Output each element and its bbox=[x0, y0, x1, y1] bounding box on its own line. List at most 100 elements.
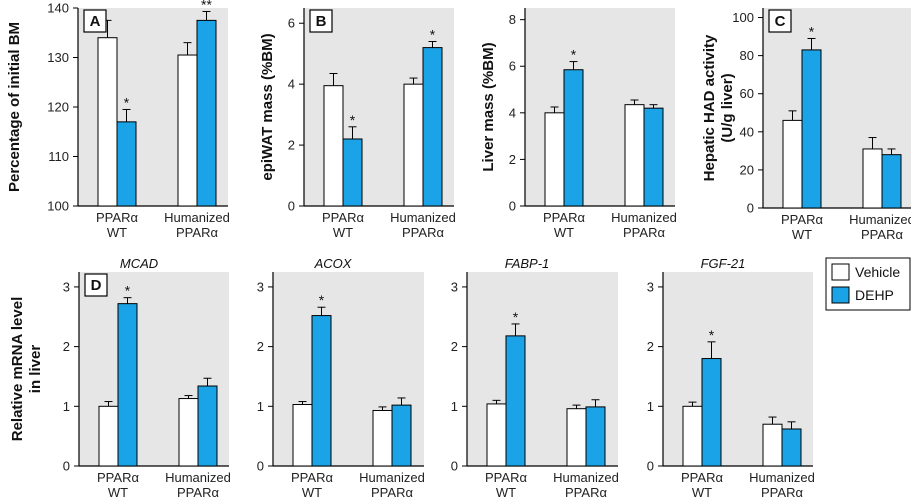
x-tick-label: Humanized bbox=[165, 470, 231, 485]
x-tick-label: PPARα bbox=[623, 225, 665, 240]
y-tick-label: 0 bbox=[509, 199, 516, 214]
y-tick-label: 3 bbox=[63, 279, 70, 294]
x-tick-label: PPARα bbox=[861, 227, 903, 242]
panel-label: D bbox=[91, 277, 102, 294]
bar-dehp bbox=[881, 154, 902, 209]
significance-marker: * bbox=[124, 94, 130, 110]
bar-vehicle bbox=[566, 408, 587, 467]
y-tick-label: 1 bbox=[451, 399, 458, 414]
y-tick-label: 20 bbox=[740, 162, 754, 177]
x-tick-label: WT bbox=[107, 225, 127, 240]
panel-label-box bbox=[309, 9, 333, 33]
panel-label: B bbox=[316, 13, 327, 30]
legend-swatch-vehicle bbox=[831, 263, 850, 281]
y-axis-label: Liver mass (%BM) bbox=[480, 42, 497, 171]
x-tick-label: PPARα bbox=[402, 225, 444, 240]
significance-marker: * bbox=[125, 283, 131, 299]
x-tick-label: PPARα bbox=[485, 470, 527, 485]
y-tick-label: 2 bbox=[257, 339, 264, 354]
significance-marker: * bbox=[571, 47, 577, 63]
bar-vehicle bbox=[782, 119, 803, 209]
significance-marker: * bbox=[709, 327, 715, 343]
x-tick-label: PPARα bbox=[96, 210, 138, 225]
panel-label: C bbox=[775, 13, 786, 30]
y-tick-label: 4 bbox=[509, 105, 516, 120]
y-tick-label: 4 bbox=[288, 77, 295, 92]
bar-vehicle bbox=[624, 104, 645, 207]
y-tick-label: 0 bbox=[747, 201, 754, 216]
bar-vehicle bbox=[372, 409, 393, 467]
y-tick-label: 1 bbox=[63, 399, 70, 414]
y-tick-label: 120 bbox=[47, 100, 69, 115]
bar-dehp bbox=[781, 428, 802, 467]
chart-had: 020406080100PPARαWTHumanizedPPARα*CHepat… bbox=[701, 8, 911, 242]
bar-dehp bbox=[563, 69, 584, 207]
y-axis-label: (U/g liver) bbox=[719, 73, 736, 142]
significance-marker: ** bbox=[201, 0, 212, 12]
bar-vehicle bbox=[323, 85, 344, 207]
y-axis-label: Relative mRNA level bbox=[9, 297, 26, 442]
panel-label-box bbox=[83, 9, 107, 33]
bar-dehp bbox=[311, 315, 332, 467]
significance-marker: * bbox=[513, 309, 519, 325]
x-tick-label: Humanized bbox=[390, 210, 456, 225]
bar-vehicle bbox=[403, 83, 424, 207]
x-tick-label: Humanized bbox=[611, 210, 677, 225]
x-tick-label: PPARα bbox=[543, 210, 585, 225]
x-tick-label: PPARα bbox=[322, 210, 364, 225]
y-tick-label: 0 bbox=[257, 459, 264, 474]
x-tick-label: Humanized bbox=[849, 212, 911, 227]
y-tick-label: 2 bbox=[451, 339, 458, 354]
y-tick-label: 100 bbox=[47, 199, 69, 214]
y-tick-label: 8 bbox=[509, 12, 516, 27]
x-tick-label: PPARα bbox=[761, 485, 803, 500]
y-tick-label: 0 bbox=[647, 459, 654, 474]
legend-label-vehicle: Vehicle bbox=[855, 264, 900, 280]
x-tick-label: WT bbox=[302, 485, 322, 500]
y-tick-label: 1 bbox=[257, 399, 264, 414]
bar-vehicle bbox=[292, 404, 313, 467]
x-tick-label: Humanized bbox=[553, 470, 619, 485]
legend-swatch-dehp bbox=[831, 286, 850, 304]
y-axis-label: Hepatic HAD activity bbox=[701, 34, 718, 181]
x-tick-label: WT bbox=[108, 485, 128, 500]
bar-vehicle bbox=[544, 112, 565, 207]
bar-dehp bbox=[117, 303, 138, 467]
bar-vehicle bbox=[762, 423, 783, 467]
significance-marker: * bbox=[319, 292, 325, 308]
chart-title: MCAD bbox=[120, 256, 158, 271]
chart-title: FGF-21 bbox=[701, 256, 746, 271]
chart-title: FABP-1 bbox=[505, 256, 550, 271]
y-tick-label: 2 bbox=[509, 152, 516, 167]
bar-dehp bbox=[585, 406, 606, 467]
y-tick-label: 2 bbox=[647, 339, 654, 354]
x-tick-label: WT bbox=[554, 225, 574, 240]
x-tick-label: PPARα bbox=[681, 470, 723, 485]
x-tick-label: PPARα bbox=[291, 470, 333, 485]
y-tick-label: 3 bbox=[451, 279, 458, 294]
x-tick-label: PPARα bbox=[781, 212, 823, 227]
bar-dehp bbox=[422, 47, 443, 207]
y-tick-label: 2 bbox=[63, 339, 70, 354]
y-tick-label: 2 bbox=[288, 138, 295, 153]
x-tick-label: Humanized bbox=[359, 470, 425, 485]
bar-vehicle bbox=[178, 398, 199, 467]
y-tick-label: 130 bbox=[47, 50, 69, 65]
y-tick-label: 0 bbox=[63, 459, 70, 474]
x-tick-label: PPARα bbox=[565, 485, 607, 500]
bar-vehicle bbox=[98, 405, 119, 467]
legend: Vehicle DEHP bbox=[825, 257, 911, 311]
panel-label: A bbox=[90, 13, 101, 30]
x-tick-label: WT bbox=[333, 225, 353, 240]
panel-label-box bbox=[84, 273, 108, 297]
bar-dehp bbox=[801, 49, 822, 209]
y-tick-label: 6 bbox=[288, 16, 295, 31]
x-tick-label: PPARα bbox=[177, 485, 219, 500]
chart-bm: 100110120130140PPARαWTHumanizedPPARα***A… bbox=[6, 0, 230, 240]
x-tick-label: WT bbox=[496, 485, 516, 500]
bar-dehp bbox=[505, 335, 526, 467]
